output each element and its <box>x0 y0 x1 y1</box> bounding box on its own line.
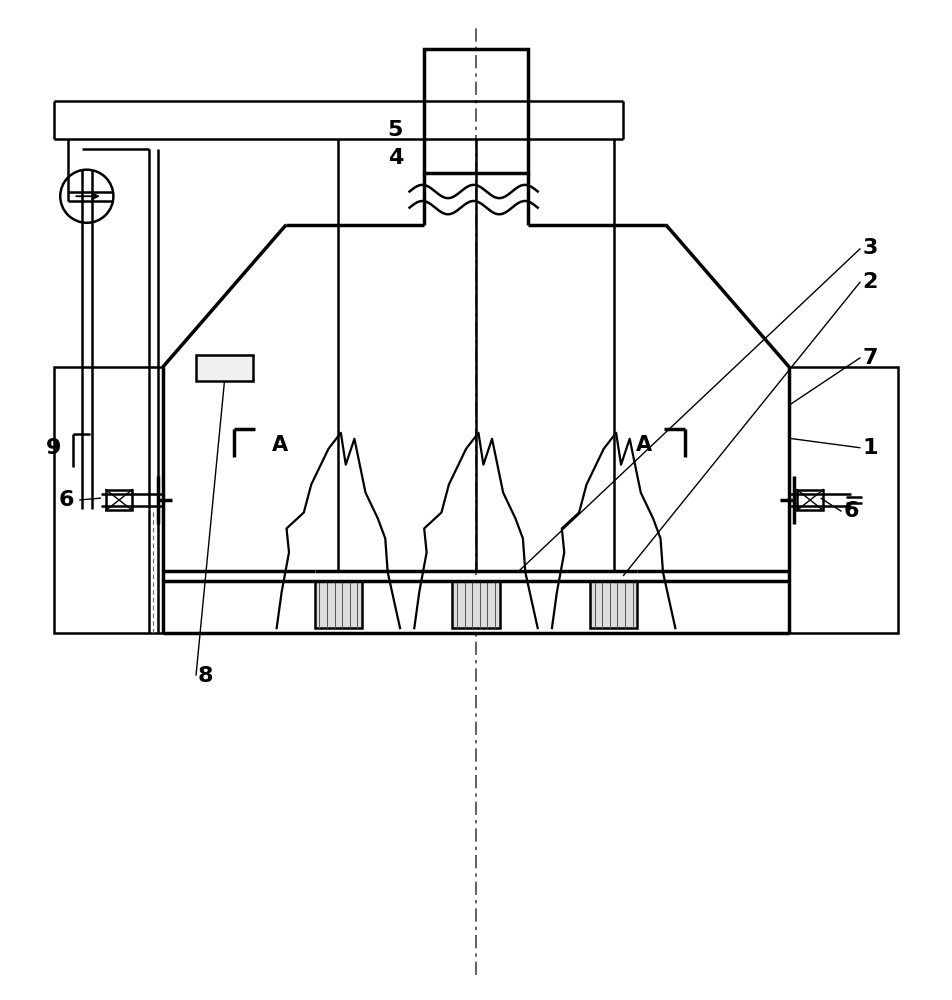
Bar <box>314 581 362 628</box>
Text: 6: 6 <box>843 501 859 521</box>
Text: 3: 3 <box>863 238 878 258</box>
Bar <box>590 581 638 628</box>
Text: 2: 2 <box>863 272 878 292</box>
Bar <box>106 490 132 510</box>
Bar <box>797 490 823 510</box>
Text: 7: 7 <box>863 348 878 368</box>
Text: 5: 5 <box>387 120 403 140</box>
Bar <box>196 355 253 381</box>
Text: 9: 9 <box>46 438 61 458</box>
Bar <box>424 49 528 173</box>
Bar <box>53 367 163 633</box>
Bar <box>789 367 899 633</box>
Text: 1: 1 <box>863 438 878 458</box>
Text: 6: 6 <box>58 490 73 510</box>
Text: A: A <box>272 435 288 455</box>
Bar <box>452 581 500 628</box>
Text: A: A <box>636 435 651 455</box>
Text: 8: 8 <box>198 666 213 686</box>
Text: 4: 4 <box>387 148 403 168</box>
